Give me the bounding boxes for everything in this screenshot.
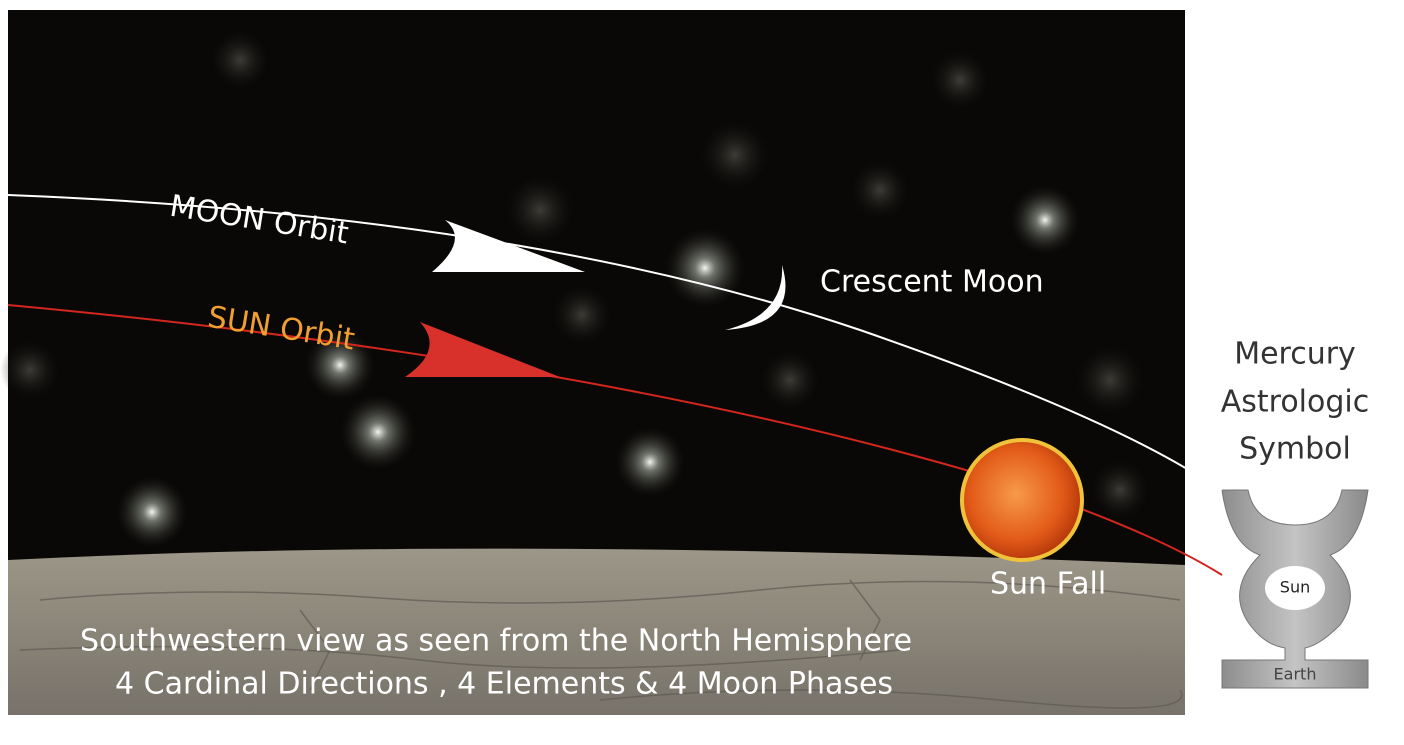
symbol-title: Astrologic [1221, 385, 1370, 420]
symbol-sun: Sun [1280, 578, 1310, 597]
symbol-title: Mercury [1234, 337, 1356, 372]
caption-line: Southwestern view as seen from the North… [80, 624, 912, 659]
sun-fall-label: Sun Fall [990, 567, 1106, 602]
caption-line: 4 Cardinal Directions , 4 Elements & 4 M… [115, 667, 893, 702]
crescent-moon-label: Crescent Moon [820, 265, 1044, 300]
symbol-moon: Moon [1273, 488, 1317, 507]
sun [962, 440, 1082, 560]
symbol-earth: Earth [1274, 665, 1317, 684]
illustration: MOON Orbit Crescent Moon SUN Orbit Sun F… [0, 0, 1404, 745]
symbol-title: Symbol [1239, 432, 1351, 467]
